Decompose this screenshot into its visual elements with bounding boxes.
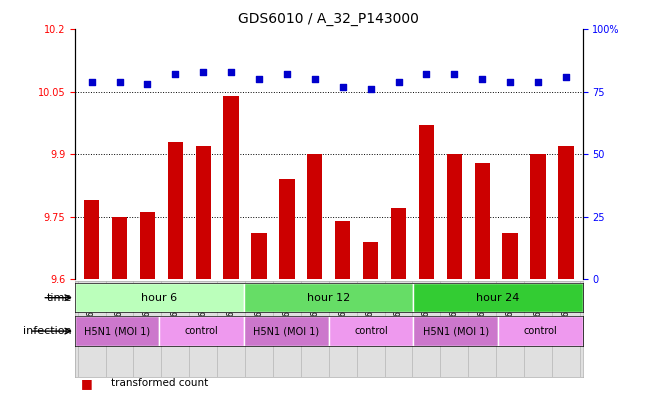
Bar bbox=[195, 146, 211, 279]
Bar bbox=[244, 316, 329, 346]
Text: control: control bbox=[354, 326, 388, 336]
Bar bbox=[223, 96, 239, 279]
Text: GSM1626002: GSM1626002 bbox=[534, 286, 542, 337]
Text: H5N1 (MOI 1): H5N1 (MOI 1) bbox=[253, 326, 320, 336]
Text: GSM1626007: GSM1626007 bbox=[255, 286, 264, 337]
Point bbox=[226, 69, 236, 75]
Bar bbox=[419, 125, 434, 279]
Bar bbox=[75, 316, 159, 346]
Point bbox=[337, 84, 348, 90]
Bar bbox=[112, 217, 127, 279]
Bar bbox=[363, 242, 378, 279]
Bar bbox=[391, 208, 406, 279]
Text: infection: infection bbox=[23, 326, 72, 336]
Text: GSM1626006: GSM1626006 bbox=[143, 286, 152, 337]
Point bbox=[393, 79, 404, 85]
Text: GSM1625996: GSM1625996 bbox=[199, 286, 208, 337]
Point bbox=[115, 79, 125, 85]
Bar bbox=[159, 316, 244, 346]
Text: GSM1626012: GSM1626012 bbox=[478, 286, 487, 337]
Text: time: time bbox=[46, 293, 72, 303]
Point bbox=[142, 81, 152, 88]
Bar bbox=[503, 233, 518, 279]
Text: H5N1 (MOI 1): H5N1 (MOI 1) bbox=[84, 326, 150, 336]
Bar bbox=[475, 163, 490, 279]
Point bbox=[282, 71, 292, 77]
Text: GDS6010 / A_32_P143000: GDS6010 / A_32_P143000 bbox=[238, 12, 419, 26]
Bar bbox=[498, 316, 583, 346]
Text: ■: ■ bbox=[81, 376, 97, 390]
Point bbox=[421, 71, 432, 77]
Bar bbox=[307, 154, 322, 279]
Text: GSM1626003: GSM1626003 bbox=[561, 286, 570, 337]
Point bbox=[198, 69, 208, 75]
Bar bbox=[251, 233, 267, 279]
Bar bbox=[140, 213, 155, 279]
Bar bbox=[244, 283, 413, 312]
Text: GSM1626000: GSM1626000 bbox=[394, 286, 403, 337]
Bar bbox=[84, 200, 99, 279]
Bar bbox=[168, 142, 183, 279]
Text: hour 12: hour 12 bbox=[307, 293, 350, 303]
Point bbox=[561, 74, 571, 80]
Text: GSM1626010: GSM1626010 bbox=[422, 286, 431, 337]
Text: GSM1625995: GSM1625995 bbox=[171, 286, 180, 337]
Text: GSM1626005: GSM1626005 bbox=[115, 286, 124, 337]
Bar bbox=[335, 221, 350, 279]
Point bbox=[449, 71, 460, 77]
Bar bbox=[329, 316, 413, 346]
Text: GSM1626011: GSM1626011 bbox=[450, 286, 459, 337]
Text: H5N1 (MOI 1): H5N1 (MOI 1) bbox=[422, 326, 489, 336]
Point bbox=[477, 76, 488, 83]
Point bbox=[87, 79, 97, 85]
Bar bbox=[413, 283, 583, 312]
Text: GSM1626009: GSM1626009 bbox=[311, 286, 319, 337]
Point bbox=[310, 76, 320, 83]
Bar bbox=[279, 179, 294, 279]
Point bbox=[170, 71, 180, 77]
Text: hour 6: hour 6 bbox=[141, 293, 178, 303]
Point bbox=[365, 86, 376, 92]
Point bbox=[505, 79, 516, 85]
Point bbox=[533, 79, 543, 85]
Bar bbox=[75, 283, 244, 312]
Text: hour 24: hour 24 bbox=[477, 293, 519, 303]
Bar bbox=[413, 316, 498, 346]
Text: GSM1625998: GSM1625998 bbox=[339, 286, 347, 337]
Text: control: control bbox=[523, 326, 557, 336]
Bar bbox=[447, 154, 462, 279]
Text: transformed count: transformed count bbox=[111, 378, 208, 388]
Text: GSM1626001: GSM1626001 bbox=[506, 286, 514, 337]
Text: GSM1625999: GSM1625999 bbox=[366, 286, 375, 337]
Text: GSM1626008: GSM1626008 bbox=[283, 286, 292, 337]
Text: GSM1626004: GSM1626004 bbox=[87, 286, 96, 337]
Text: GSM1625997: GSM1625997 bbox=[227, 286, 236, 337]
Bar bbox=[558, 146, 574, 279]
Text: control: control bbox=[185, 326, 219, 336]
Bar bbox=[531, 154, 546, 279]
Point bbox=[254, 76, 264, 83]
